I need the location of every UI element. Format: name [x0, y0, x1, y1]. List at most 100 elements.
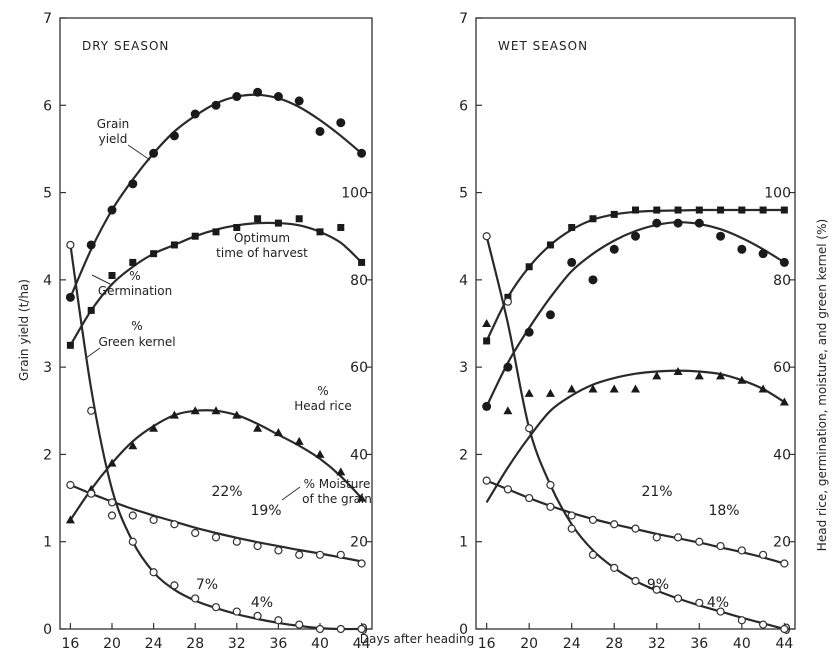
- data-point: [128, 441, 138, 450]
- data-point: [631, 524, 640, 533]
- data-point: [695, 537, 704, 546]
- label-optimum: time of harvest: [216, 246, 308, 260]
- left-tick-label: 7: [459, 11, 468, 27]
- right-tick-label: 80: [350, 273, 368, 289]
- x-tick-label: 32: [228, 636, 246, 650]
- data-point: [716, 607, 725, 616]
- data-point: [758, 249, 768, 259]
- label-4-percent: 4%: [707, 595, 729, 611]
- label-21-percent: 21%: [641, 484, 672, 500]
- data-point: [253, 541, 262, 551]
- x-axis-label: Days after heading: [360, 632, 474, 646]
- data-point: [149, 423, 159, 432]
- data-point: [631, 576, 640, 586]
- data-point: [674, 206, 682, 214]
- data-point: [336, 624, 345, 634]
- label-18-percent: 18%: [708, 503, 739, 519]
- label-germination: %: [129, 269, 140, 283]
- x-tick-label: 16: [478, 636, 496, 650]
- data-point: [609, 244, 619, 254]
- series-line: [485, 221, 785, 407]
- x-tick-label: 20: [103, 636, 121, 650]
- data-point: [128, 511, 137, 520]
- data-point: [232, 92, 242, 102]
- left-tick-label: 0: [43, 622, 52, 638]
- x-tick-label: 36: [269, 636, 287, 650]
- left-tick-label: 1: [459, 535, 468, 551]
- data-point: [631, 231, 640, 241]
- data-point: [737, 375, 747, 384]
- data-point: [780, 624, 789, 634]
- data-point: [652, 585, 661, 594]
- left-tick-label: 4: [459, 273, 468, 289]
- data-point: [525, 263, 533, 271]
- data-point: [737, 616, 746, 625]
- data-point: [211, 406, 221, 415]
- data-point: [211, 100, 221, 110]
- data-point: [129, 258, 137, 266]
- left-tick-label: 3: [43, 360, 52, 376]
- data-point: [779, 397, 789, 406]
- data-point: [524, 388, 534, 397]
- label-4-percent: 4%: [251, 595, 273, 611]
- data-point: [212, 228, 220, 236]
- data-point: [695, 598, 704, 607]
- data-point: [190, 109, 200, 119]
- data-point: [737, 244, 747, 254]
- data-point: [87, 306, 95, 314]
- data-point: [190, 406, 200, 415]
- data-point: [482, 232, 491, 241]
- left-tick-label: 5: [43, 186, 52, 202]
- data-point: [545, 310, 555, 320]
- data-point: [336, 467, 346, 476]
- data-point: [694, 218, 704, 228]
- data-point: [232, 607, 241, 616]
- data-point: [780, 559, 789, 568]
- data-point: [758, 550, 768, 559]
- data-point: [108, 271, 116, 279]
- x-tick-label: 16: [61, 636, 79, 650]
- data-point: [191, 232, 199, 240]
- label-optimum: Optimum: [234, 231, 290, 245]
- label-green-kernel: Green kernel: [98, 335, 175, 349]
- data-point: [86, 240, 96, 250]
- label-green-kernel: %: [131, 319, 142, 333]
- data-point: [357, 148, 367, 158]
- data-point: [524, 327, 534, 337]
- data-point: [695, 206, 703, 214]
- data-point: [482, 319, 492, 327]
- data-point: [567, 257, 577, 267]
- data-point: [716, 231, 726, 241]
- label-grain-yield: Grain: [97, 117, 130, 131]
- label-germination: Germination: [98, 284, 172, 298]
- data-point: [315, 126, 325, 136]
- data-point: [737, 546, 746, 555]
- data-point: [274, 546, 283, 555]
- series-line: [69, 244, 362, 631]
- data-point: [652, 371, 662, 380]
- x-tick-label: 40: [311, 636, 329, 650]
- data-point: [295, 215, 303, 223]
- panel-wet-season: WET SEASON012345670204060801001620242832…: [459, 11, 796, 650]
- data-point: [295, 620, 304, 629]
- left-tick-label: 6: [43, 98, 52, 114]
- panel-title: DRY SEASON: [82, 39, 169, 53]
- right-tick-label: 20: [773, 535, 791, 551]
- label-head-rice: %: [317, 384, 328, 398]
- data-point: [107, 511, 117, 520]
- data-point: [65, 292, 75, 302]
- data-point: [149, 568, 158, 577]
- data-point: [357, 559, 366, 568]
- data-point: [717, 206, 725, 214]
- data-point: [170, 241, 178, 249]
- data-point: [653, 206, 661, 214]
- data-point: [759, 206, 767, 214]
- right-tick-label: 40: [350, 447, 368, 463]
- data-point: [253, 423, 263, 432]
- data-point: [673, 218, 683, 228]
- data-point: [503, 406, 513, 415]
- x-tick-label: 32: [648, 636, 666, 650]
- data-point: [546, 502, 555, 511]
- x-tick-label: 36: [690, 636, 708, 650]
- data-point: [568, 223, 576, 231]
